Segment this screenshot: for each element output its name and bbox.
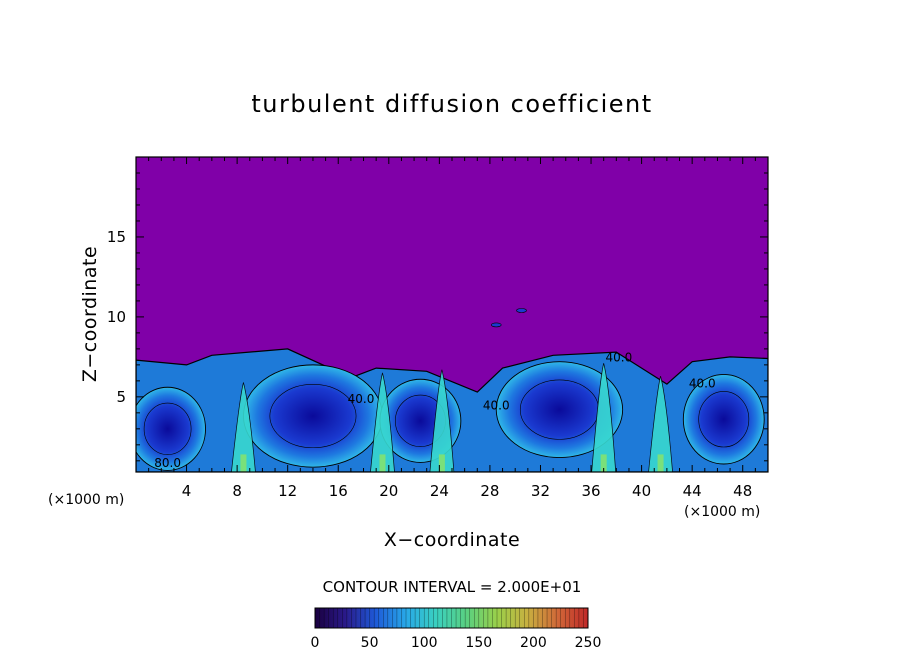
colorbar-tick-label: 100: [411, 635, 438, 651]
colorbar-tick-label: 150: [465, 635, 492, 651]
x-unit-left: (×1000 m): [48, 492, 124, 508]
colorbar-tick-label: 250: [575, 635, 602, 651]
colorbar-tick-label: 200: [520, 635, 547, 651]
updraft-plume: [591, 363, 617, 472]
x-tick-label: 28: [480, 482, 499, 500]
x-tick-label: 24: [430, 482, 449, 500]
contour-label: 40.0: [689, 376, 716, 390]
contour-label: 40.0: [483, 399, 510, 413]
colorbar-tick-labels: 0 50 100 150 200 250: [311, 635, 602, 651]
x-unit-right: (×1000 m): [684, 504, 760, 520]
isolated-patch: [516, 308, 527, 313]
eddy-contour: [269, 384, 357, 449]
x-ticks: 4 8 12 16 20 24 28 32 36 40 44 48: [148, 157, 756, 500]
x-tick-label: 32: [531, 482, 550, 500]
x-tick-label: 44: [683, 482, 702, 500]
x-tick-label: 48: [733, 482, 752, 500]
x-tick-label: 4: [182, 482, 192, 500]
plume-core: [600, 454, 607, 472]
plume-core: [379, 454, 386, 472]
x-tick-label: 8: [232, 482, 242, 500]
colorbar-tick-label: 0: [311, 635, 320, 651]
contour-interval-text: CONTOUR INTERVAL = 2.000E+01: [323, 578, 582, 596]
y-axis-label: Z−coordinate: [79, 246, 101, 382]
updraft-plume: [429, 369, 455, 472]
eddy-cell: [242, 364, 383, 468]
colorbar-stripes: [319, 608, 584, 628]
colorbar: 0 50 100 150 200 250: [311, 607, 602, 651]
updraft-plume: [370, 372, 395, 472]
contour-label: 80.0: [154, 456, 181, 470]
eddy-cell: [682, 374, 765, 465]
eddy-contour: [143, 402, 192, 455]
x-tick-label: 36: [581, 482, 600, 500]
contour-label: 40.0: [348, 392, 375, 406]
colorbar-tick-label: 50: [361, 635, 379, 651]
eddy-contour: [698, 391, 750, 448]
plume-core: [438, 454, 445, 472]
y-ticks: 5 10 15: [107, 172, 768, 462]
y-tick-label: 5: [116, 388, 126, 406]
contour-labels: 80.0 40.0 40.0 40.0 40.0: [154, 351, 715, 471]
updraft-plume: [648, 375, 673, 472]
plot-area: 80.040.0 40.040.040.0 4 8 12 16 20 24 28 32 36 40 4…: [107, 156, 769, 500]
chart-title: turbulent diffusion coefficient: [251, 90, 652, 118]
updraft-plume: [231, 382, 256, 472]
x-tick-label: 40: [632, 482, 651, 500]
x-axis-label: X−coordinate: [384, 529, 520, 551]
plume-core: [657, 454, 664, 472]
colorbar-frame: [314, 607, 589, 629]
turbulent-layer: [136, 308, 768, 472]
x-tick-label: 12: [278, 482, 297, 500]
contour-label: 40.0: [605, 351, 632, 365]
y-tick-label: 10: [107, 308, 126, 326]
isolated-patch: [490, 322, 502, 328]
x-tick-label: 20: [379, 482, 398, 500]
y-tick-label: 15: [107, 228, 126, 246]
plume-core: [240, 454, 247, 472]
eddy-cell: [495, 361, 624, 459]
x-tick-label: 16: [329, 482, 348, 500]
